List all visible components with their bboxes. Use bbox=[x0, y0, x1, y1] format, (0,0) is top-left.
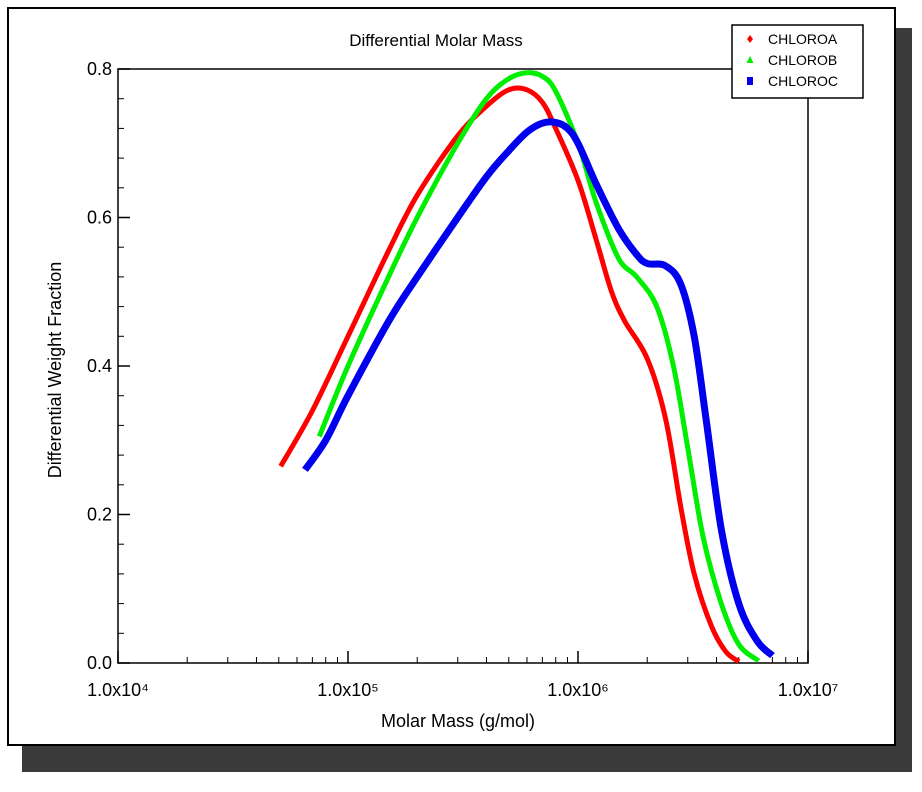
x-tick-label: 1.0x10⁴ bbox=[87, 680, 149, 700]
figure-panel bbox=[7, 7, 896, 746]
x-tick-label: 1.0x10⁶ bbox=[547, 680, 608, 700]
y-tick-label: 0.4 bbox=[87, 356, 112, 376]
series-line-chloroa bbox=[278, 85, 741, 664]
series-layer bbox=[278, 70, 775, 664]
x-tick-label: 1.0x10⁵ bbox=[317, 680, 379, 700]
chart-title: Differential Molar Mass bbox=[349, 31, 523, 50]
y-tick-label: 0.2 bbox=[87, 505, 112, 525]
legend-marker-chloroc bbox=[747, 77, 753, 85]
legend-label-chloroc: CHLOROC bbox=[768, 73, 838, 89]
legend-marker-chloroa bbox=[747, 35, 753, 43]
axis-ticks: 0.0 0.2 0.4 0.6 0.8 1.0x10⁴ 1.0x10⁵ 1.0x10⁶ 1.0x… bbox=[87, 59, 838, 700]
x-tick-label: 1.0x10⁷ bbox=[778, 680, 839, 700]
legend-label-chlorob: CHLOROB bbox=[768, 52, 837, 68]
series-line-chloroc bbox=[302, 118, 775, 659]
legend-label-chloroa: CHLOROA bbox=[768, 31, 838, 47]
x-axis-label: Molar Mass (g/mol) bbox=[381, 711, 535, 731]
y-tick-label: 0.0 bbox=[87, 653, 112, 673]
legend-marker-chlorob bbox=[746, 56, 754, 63]
legend: CHLOROA CHLOROB CHLOROC bbox=[731, 24, 864, 99]
y-tick-label: 0.8 bbox=[87, 59, 112, 79]
y-tick-label: 0.6 bbox=[87, 208, 112, 228]
legend-box bbox=[731, 24, 864, 99]
y-axis-label: Differential Weight Fraction bbox=[45, 262, 65, 478]
